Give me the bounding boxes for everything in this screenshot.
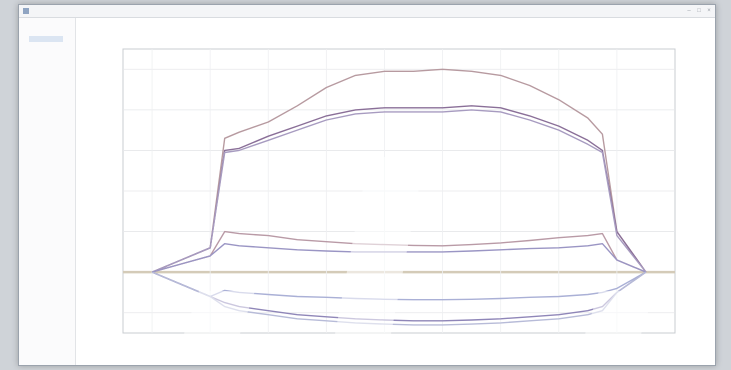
app-icon	[23, 8, 29, 14]
watermark	[173, 157, 655, 365]
series-line	[151, 109, 647, 273]
minimize-icon[interactable]: –	[687, 8, 691, 14]
watermark-stripe	[575, 291, 655, 365]
grid	[122, 48, 676, 334]
watermark-stripe	[173, 291, 255, 365]
app-window: – □ ×	[18, 4, 716, 366]
close-icon[interactable]: ×	[707, 8, 711, 14]
sidebar-tree	[19, 18, 76, 365]
series-line	[151, 105, 647, 273]
plot-area	[79, 29, 715, 365]
menu-bar	[79, 18, 715, 28]
series-line	[151, 68, 647, 273]
tree-item-selected[interactable]	[29, 36, 63, 42]
maximize-icon[interactable]: □	[697, 8, 701, 14]
watermark-stripe	[329, 157, 425, 365]
title-bar: – □ ×	[19, 5, 715, 18]
series-line	[151, 271, 647, 301]
line-chart	[122, 48, 676, 365]
